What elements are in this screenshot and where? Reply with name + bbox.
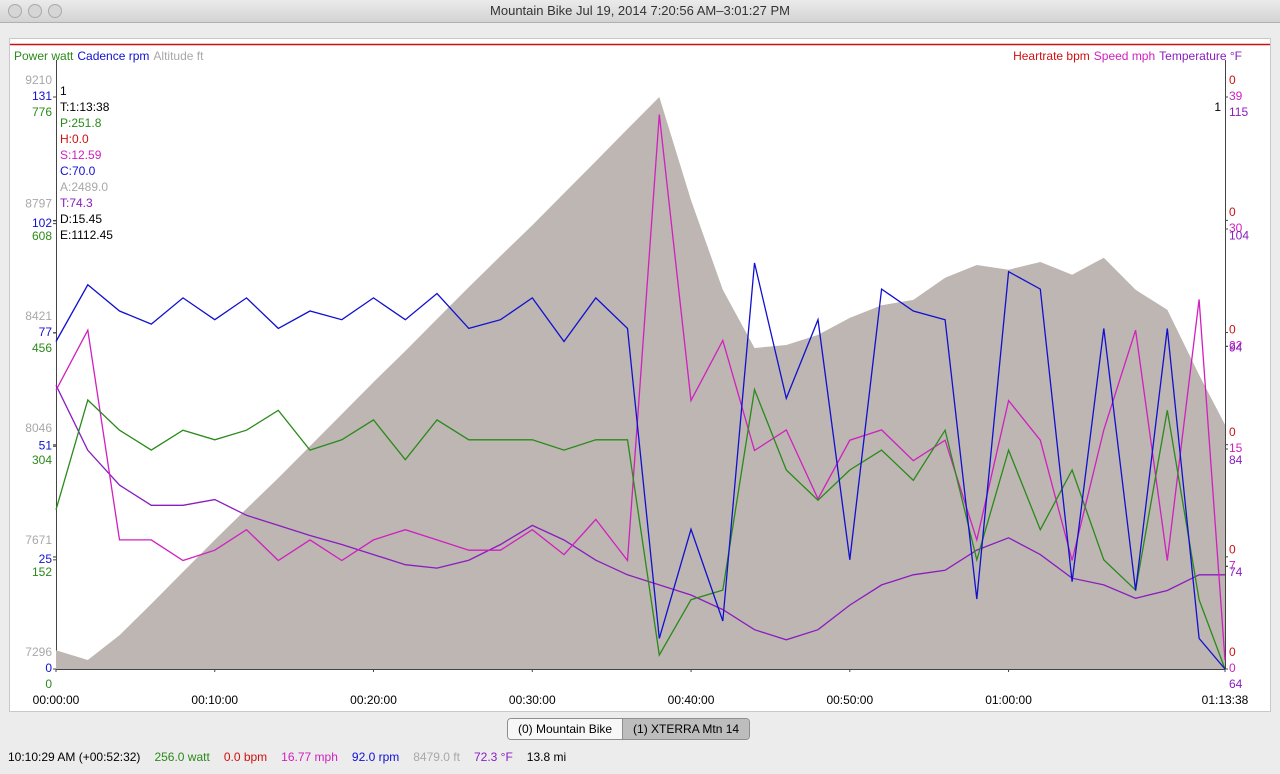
y-tick-label: 64 xyxy=(1229,677,1243,691)
y-tick-label: 74 xyxy=(1229,565,1243,579)
x-tick-label: 00:10:00 xyxy=(191,693,238,707)
y-tick-label: 9210 xyxy=(25,73,52,87)
tab[interactable]: (1) XTERRA Mtn 14 xyxy=(623,719,750,739)
window-title: Mountain Bike Jul 19, 2014 7:20:56 AM–3:… xyxy=(490,3,790,18)
y-tick-label: 51 xyxy=(39,438,53,452)
status-bar: 10:10:29 AM (+00:52:32) 256.0 watt 0.0 bpm… xyxy=(8,750,580,764)
legend-right: Heartrate bpm Speed mph Temperature °F xyxy=(1013,49,1246,63)
y-tick-label: 0 xyxy=(1229,205,1236,219)
legend-entry: Temperature °F xyxy=(1159,49,1242,63)
readout-line: T:74.3 xyxy=(60,196,93,210)
y-tick-label: 0 xyxy=(45,677,52,691)
y-tick-label: 39 xyxy=(1229,89,1243,103)
y-tick-label: 7671 xyxy=(25,533,52,547)
legend-left: Power watt Cadence rpm Altitude ft xyxy=(14,49,207,63)
y-tick-label: 152 xyxy=(32,565,52,579)
x-tick-label: 00:20:00 xyxy=(350,693,397,707)
readout-line: C:70.0 xyxy=(60,164,96,178)
y-tick-label: 7296 xyxy=(25,645,52,659)
y-tick-label: 0 xyxy=(1229,661,1236,675)
y-tick-label: 0 xyxy=(45,661,52,675)
title-bar: Mountain Bike Jul 19, 2014 7:20:56 AM–3:… xyxy=(0,0,1280,23)
y-tick-label: 8046 xyxy=(25,421,52,435)
x-tick-label: 01:13:38 xyxy=(1202,693,1249,707)
readout-line: P:251.8 xyxy=(60,116,102,130)
readout-line: 1 xyxy=(60,84,67,98)
series-line xyxy=(55,114,1226,661)
y-tick-label: 0 xyxy=(1229,73,1236,87)
y-tick-label: 115 xyxy=(1229,105,1248,119)
y-tick-label: 0 xyxy=(1229,425,1236,439)
y-tick-label: 131 xyxy=(32,89,52,103)
y-tick-label: 94 xyxy=(1229,341,1243,355)
legend-entry: Altitude ft xyxy=(153,49,204,63)
y-tick-label: 77 xyxy=(39,325,53,339)
y-tick-label: 22 xyxy=(1229,339,1243,353)
legend-entry: Power watt xyxy=(14,49,74,63)
status-item: 92.0 rpm xyxy=(351,750,400,764)
y-tick-label: 456 xyxy=(32,341,52,355)
y-tick-label: 104 xyxy=(1229,229,1249,243)
series-line xyxy=(55,262,1226,670)
status-item: 10:10:29 AM (+00:52:32) xyxy=(8,750,141,764)
lap-marker: 1 xyxy=(1214,100,1221,114)
close-button[interactable] xyxy=(8,4,22,18)
status-item: 0.0 bpm xyxy=(223,750,268,764)
y-tick-label: 8797 xyxy=(25,197,52,211)
readout-line: H:0.0 xyxy=(60,132,89,146)
legend-entry: Cadence rpm xyxy=(77,49,150,63)
x-tick-label: 00:40:00 xyxy=(668,693,715,707)
readout-line: T:1:13:38 xyxy=(60,100,110,114)
y-tick-label: 30 xyxy=(1229,221,1243,235)
y-tick-label: 304 xyxy=(32,453,52,467)
y-tick-label: 25 xyxy=(39,552,53,566)
status-item: 72.3 °F xyxy=(473,750,513,764)
y-tick-label: 102 xyxy=(32,216,52,230)
y-tick-label: 7 xyxy=(1229,559,1236,573)
readout-line: E:1112.45 xyxy=(60,228,113,242)
tab[interactable]: (0) Mountain Bike xyxy=(508,719,624,739)
y-tick-label: 776 xyxy=(32,105,52,119)
readout-line: D:15.45 xyxy=(60,212,102,226)
series-line xyxy=(55,384,1225,641)
x-tick-label: 00:30:00 xyxy=(509,693,556,707)
y-tick-label: 608 xyxy=(32,229,52,243)
x-tick-label: 00:50:00 xyxy=(826,693,873,707)
status-item: 256.0 watt xyxy=(154,750,210,764)
tab-bar: (0) Mountain Bike (1) XTERRA Mtn 14 xyxy=(507,718,751,740)
x-tick-label: 01:00:00 xyxy=(985,693,1032,707)
readout-line: S:12.59 xyxy=(60,148,102,162)
status-item: 8479.0 ft xyxy=(413,750,460,764)
series-line xyxy=(55,387,1226,670)
y-tick-label: 0 xyxy=(1229,323,1236,337)
y-tick-label: 0 xyxy=(1229,645,1236,659)
legend-entry: Heartrate bpm xyxy=(1013,49,1090,63)
legend-entry: Speed mph xyxy=(1093,49,1156,63)
zoom-button[interactable] xyxy=(48,4,62,18)
readout-line: A:2489.0 xyxy=(60,180,108,194)
status-item: 16.77 mph xyxy=(281,750,338,764)
x-tick-label: 00:00:00 xyxy=(33,693,80,707)
y-tick-label: 15 xyxy=(1229,441,1243,455)
y-tick-label: 8421 xyxy=(25,309,52,323)
minimize-button[interactable] xyxy=(28,4,42,18)
y-tick-label: 0 xyxy=(1229,543,1236,557)
status-item: 13.8 mi xyxy=(526,750,567,764)
y-tick-label: 84 xyxy=(1229,453,1243,467)
